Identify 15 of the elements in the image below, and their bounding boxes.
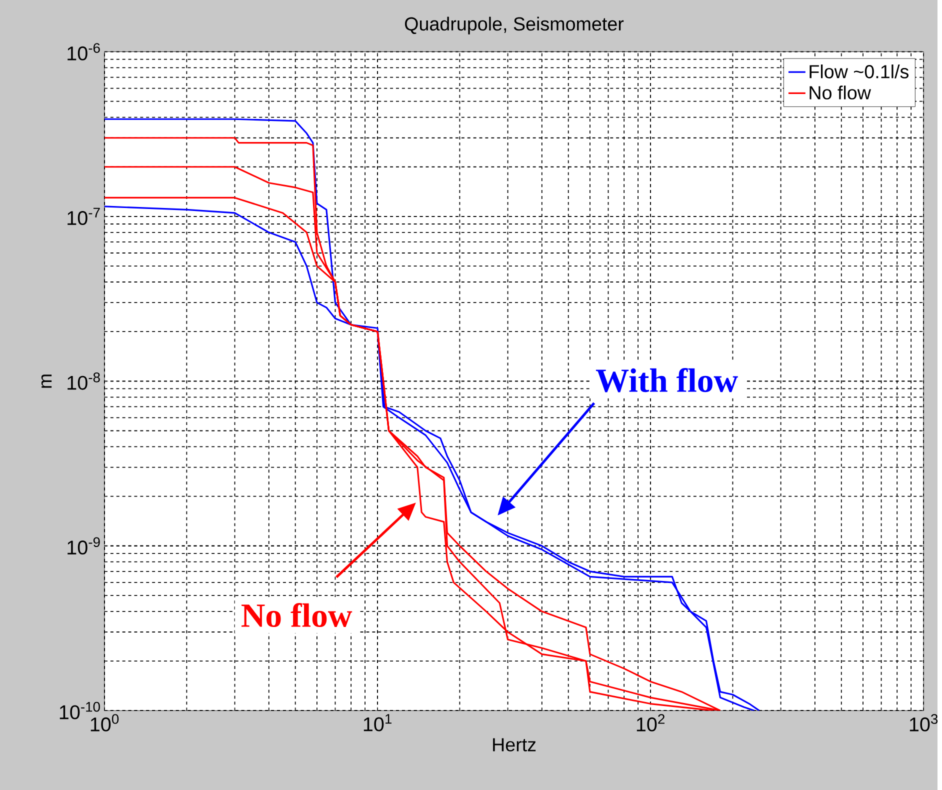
- y-tick-label: 10$^{-7}$: [68, 208, 100, 225]
- annotation: No flow: [242, 602, 352, 627]
- annotation: With flow: [596, 368, 738, 392]
- y-tick-label: 10$^{-6}$: [68, 42, 100, 60]
- y-tick-label: 10$^{-9}$: [68, 537, 100, 554]
- y-axis-title: m: [41, 374, 52, 388]
- chart-title: Quadrupole, Seismometer: [404, 16, 624, 34]
- y-tick-label: 10$^{-8}$: [68, 372, 100, 390]
- x-axis-title: Hertz: [493, 738, 536, 752]
- x-tick-label: 10$^{0}$: [90, 714, 119, 732]
- x-tick-label: 10$^{3}$: [910, 714, 938, 732]
- x-tick-label: 10$^{2}$: [636, 714, 664, 732]
- x-tick-label: 10$^{1}$: [364, 714, 392, 732]
- legend-label: Flow ~0.1l/s: [810, 64, 909, 78]
- legend-label: No flow: [810, 86, 872, 100]
